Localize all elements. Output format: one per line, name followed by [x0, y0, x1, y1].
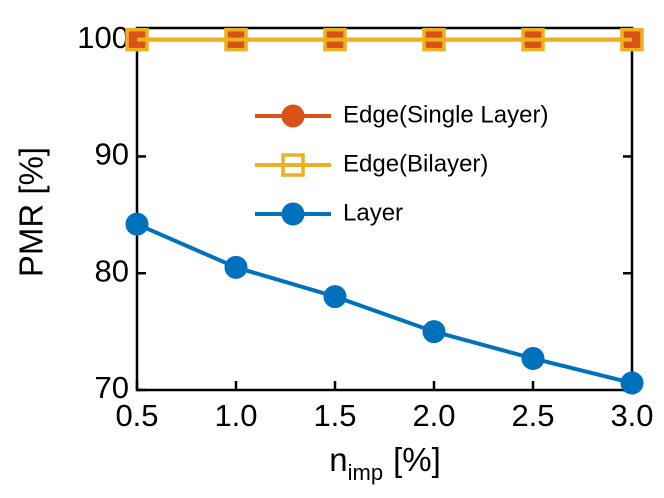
legend-marker [281, 104, 305, 128]
x-tick-label: 1.5 [313, 398, 356, 433]
x-axis-label: nimp [%] [329, 441, 441, 485]
x-tick-label: 2.5 [511, 398, 554, 433]
legend-label: Edge(Single Layer) [343, 101, 548, 128]
marker [125, 27, 149, 52]
marker [224, 255, 248, 279]
legend-label: Layer [343, 199, 403, 226]
marker [521, 346, 545, 370]
marker [224, 27, 248, 52]
marker [125, 212, 149, 236]
series-line [136, 222, 633, 385]
x-label-subscript: imp [348, 460, 383, 485]
x-tick-label: 3.0 [610, 398, 653, 433]
marker [422, 27, 446, 52]
x-tick-label: 1.0 [214, 398, 257, 433]
marker [620, 371, 644, 395]
x-tick-label: 2.0 [412, 398, 455, 433]
x-tick-label: 0.5 [115, 398, 158, 433]
marker [323, 285, 347, 309]
legend-label: Edge(Bilayer) [343, 150, 488, 177]
x-label-unit: [%] [393, 441, 441, 478]
x-label-base: n [329, 441, 347, 478]
marker [620, 27, 644, 52]
y-tick-label: 90 [95, 137, 129, 172]
y-tick-label: 80 [95, 253, 129, 288]
y-axis-label: PMR [%] [13, 147, 50, 277]
y-tick-label: 70 [95, 370, 129, 405]
y-tick-label: 100 [77, 20, 129, 55]
legend-marker [281, 202, 305, 226]
axes-box [135, 26, 634, 392]
marker [521, 27, 545, 52]
marker [323, 27, 347, 52]
legend-marker [281, 153, 305, 177]
marker [422, 320, 446, 344]
